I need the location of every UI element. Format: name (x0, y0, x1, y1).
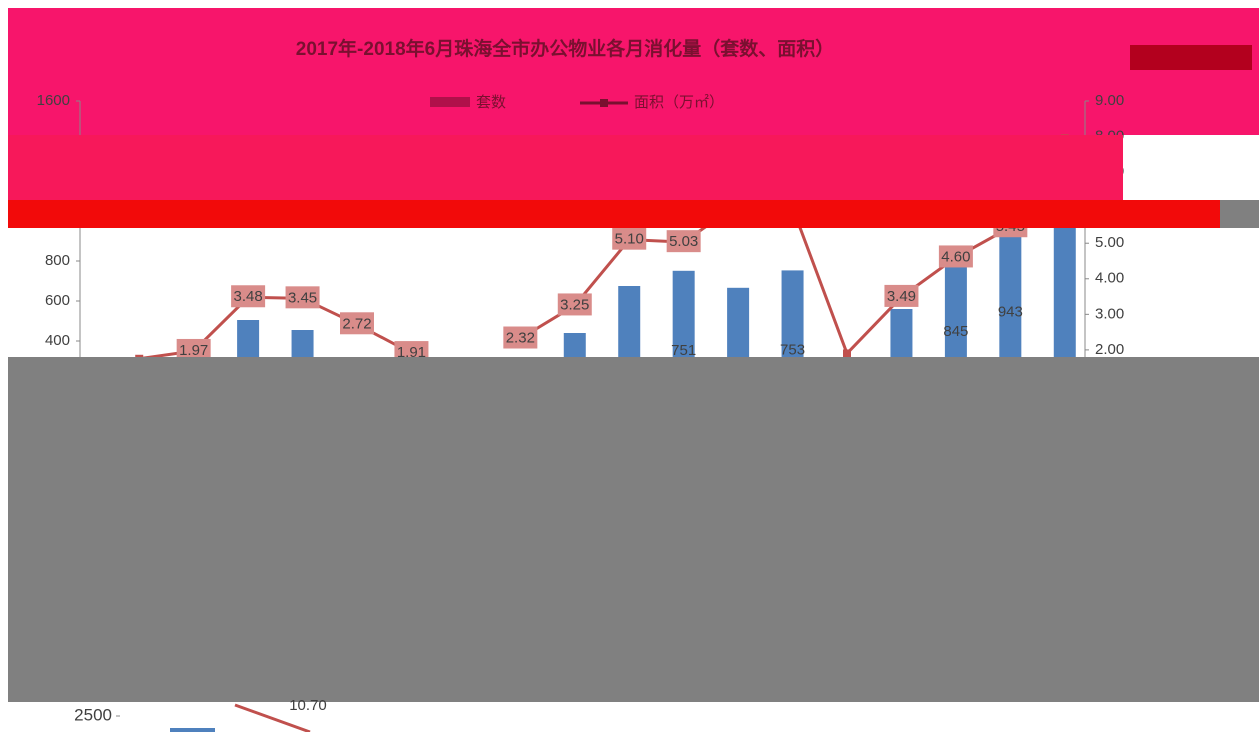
y-tick-label: 600 (45, 292, 70, 309)
corrupt-gray (8, 357, 1259, 702)
label-bg (557, 293, 592, 316)
corrupt-block (1130, 45, 1252, 70)
y-tick-label: 800 (45, 252, 70, 269)
point-label: 4.60 (941, 248, 970, 265)
label-bg (503, 326, 538, 349)
point-label: 5.03 (669, 233, 698, 250)
point-label: 1.97 (179, 342, 208, 359)
y2-tick-label: 2.00 (1095, 341, 1124, 358)
label-bg (340, 312, 374, 335)
y2-tick-label: 9.00 (1095, 92, 1124, 109)
label-bg (884, 284, 919, 307)
y2-tick-label: 3.00 (1095, 305, 1124, 322)
point-label: 3.48 (234, 288, 263, 305)
point-label: 3.45 (288, 289, 317, 306)
y2-tick-label: 4.00 (1095, 270, 1124, 287)
corrupt-pink (8, 8, 1259, 135)
legend-label: 套数 (476, 94, 506, 111)
point (843, 349, 851, 358)
label-bg (612, 227, 647, 250)
corrupt-band (8, 135, 1123, 200)
y-tick-label: 400 (45, 332, 70, 349)
legend-swatch (600, 99, 608, 107)
bar (170, 728, 215, 732)
legend-label: 面积（万㎡） (634, 94, 724, 111)
point-label: 2.72 (342, 315, 371, 332)
label-bg (938, 245, 973, 268)
point-label: 1.91 (397, 344, 426, 361)
line (234, 703, 311, 734)
legend-swatch (430, 97, 470, 107)
corrupt-band (8, 200, 1220, 228)
chart: 2500 10.70 (74, 697, 327, 734)
corrupt-band (1220, 200, 1259, 228)
point-label: 5.10 (615, 231, 644, 248)
point-label: 3.25 (560, 296, 589, 313)
y-tick-label: 2500 (74, 705, 112, 724)
label-bg (666, 230, 701, 253)
point-label: 10.70 (289, 697, 327, 714)
label-bg (231, 285, 266, 308)
label-bg (176, 338, 211, 361)
y-tick-label: 1600 (37, 92, 70, 109)
point-label: 2.32 (506, 329, 535, 346)
bar-label: 943 (998, 303, 1023, 320)
label-bg (285, 286, 320, 309)
bar-label: 845 (943, 323, 968, 340)
point-label: 3.49 (887, 288, 916, 305)
bar-label: 751 (671, 342, 696, 359)
bar-label: 753 (780, 341, 805, 358)
chart-title: 2017年-2018年6月珠海全市办公物业各月消化量（套数、面积） (296, 37, 834, 60)
y2-tick-label: 5.00 (1095, 234, 1124, 251)
